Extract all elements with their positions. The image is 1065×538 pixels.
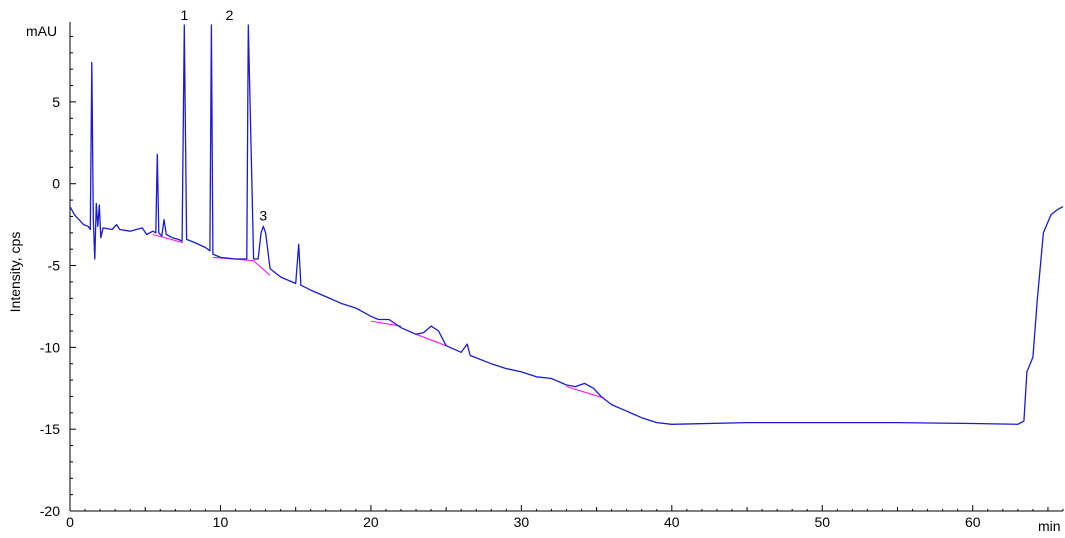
y-tick-label: -5 (48, 258, 61, 274)
y-tick-label: -15 (40, 421, 60, 437)
chromatogram-trace (69, 24, 1064, 425)
x-tick-label: 20 (363, 514, 379, 530)
baseline-segment (152, 233, 183, 244)
axes (69, 22, 1063, 512)
peak-labels: 1 2 3 (180, 7, 267, 223)
baseline-segment (370, 320, 402, 327)
y-tick-label: 0 (52, 176, 60, 192)
x-tick-label: 30 (514, 514, 530, 530)
y-axis-label: Intensity, cps (7, 232, 23, 313)
x-tick-label: 50 (814, 514, 830, 530)
peak-label: 2 (226, 7, 234, 23)
tick-marks: 0 10 20 30 40 50 60 -20 -15 -10 -5 0 5 (40, 35, 1064, 530)
baseline-segments (152, 233, 605, 399)
y-unit-label: mAU (26, 23, 57, 39)
x-unit-label: min (1038, 518, 1061, 534)
baseline-segment (566, 386, 605, 399)
baseline-segment (253, 260, 271, 276)
x-tick-label: 0 (66, 514, 74, 530)
y-tick-label: 5 (52, 94, 60, 110)
signal-traces (69, 24, 1064, 425)
baseline-segment (415, 333, 447, 347)
peak-label: 1 (180, 7, 188, 23)
x-tick-label: 40 (664, 514, 680, 530)
x-tick-label: 60 (965, 514, 981, 530)
peak-label: 3 (259, 207, 267, 223)
y-tick-label: -10 (40, 339, 60, 355)
y-tick-label: -20 (40, 503, 60, 519)
x-tick-label: 10 (213, 514, 229, 530)
y-axis-title: Intensity, cps (7, 232, 23, 313)
